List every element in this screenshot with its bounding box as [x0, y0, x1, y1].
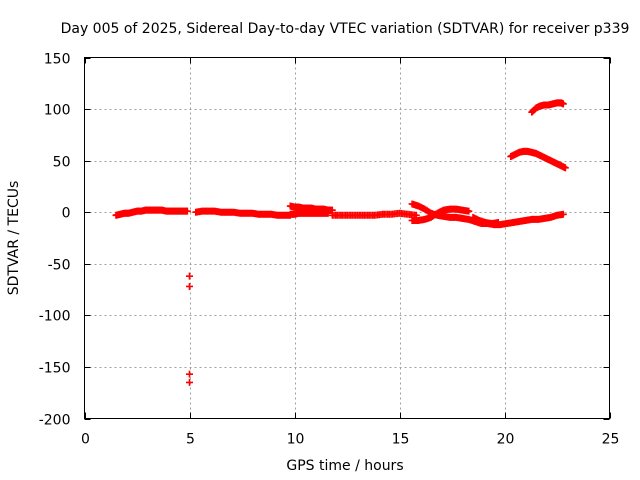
- y-tick-label: -150: [39, 361, 71, 377]
- data-points: [112, 99, 569, 386]
- y-tick-label: 50: [53, 155, 71, 171]
- x-tick-label: 5: [186, 432, 195, 448]
- x-tick-label: 15: [392, 432, 410, 448]
- outlier-point: [186, 370, 193, 378]
- x-tick-label: 25: [602, 432, 620, 448]
- y-tick-label: -200: [39, 413, 71, 429]
- x-tick-label: 10: [287, 432, 305, 448]
- x-tick-label: 20: [497, 432, 515, 448]
- outlier-point: [186, 378, 193, 386]
- plot-frame: [84, 57, 610, 419]
- y-tick-label: -100: [39, 309, 71, 325]
- data-point: [559, 210, 567, 218]
- data-point: [465, 207, 473, 215]
- y-tick-label: 150: [44, 52, 71, 68]
- axes: [84, 57, 610, 419]
- outlier-point: [186, 282, 193, 290]
- y-tick-label: -50: [48, 258, 71, 274]
- axis-ticks: 0 5 10 15 20 25 -200 -150 -100 -50 0 50 100 150: [39, 52, 620, 448]
- y-axis-label: SDTVAR / TECUs: [6, 181, 22, 296]
- grid-lines: [84, 57, 610, 419]
- data-point: [494, 219, 502, 227]
- y-tick-label: 100: [44, 103, 71, 119]
- data-point: [183, 207, 191, 215]
- y-tick-label: 0: [62, 206, 71, 222]
- data-point: [561, 164, 569, 172]
- x-axis-label: GPS time / hours: [286, 458, 403, 474]
- data-point: [559, 100, 567, 108]
- x-tick-label: 0: [81, 432, 90, 448]
- outlier-point: [186, 272, 193, 280]
- data-point: [324, 209, 332, 217]
- chart-title: Day 005 of 2025, Sidereal Day-to-day VTE…: [61, 21, 630, 37]
